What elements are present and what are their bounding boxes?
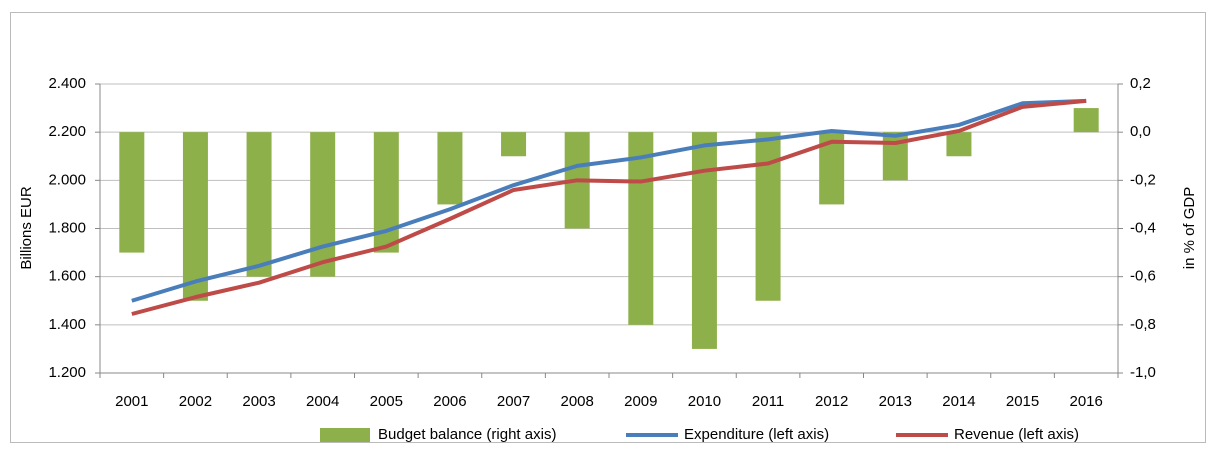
bar [946,132,972,157]
x-tick-label: 2008 [561,393,594,410]
x-tick-label: 2002 [179,393,212,410]
legend-label: Budget balance (right axis) [378,426,556,443]
x-tick-label: 2010 [688,393,721,410]
bar [501,132,527,157]
y2-tick-label: -0,2 [1130,171,1156,188]
x-tick-label: 2015 [1006,393,1039,410]
x-tick-label: 2005 [370,393,403,410]
y-tick-label: 2.200 [48,123,86,140]
chart-frame [10,12,1206,443]
bar [691,132,717,349]
x-tick-label: 2012 [815,393,848,410]
x-tick-label: 2014 [942,393,975,410]
legend-swatch [320,428,370,442]
bar [437,132,463,205]
bar [119,132,145,253]
x-tick-label: 2006 [433,393,466,410]
x-tick-label: 2016 [1070,393,1103,410]
y-tick-label: 1.200 [48,364,86,381]
x-tick-label: 2003 [242,393,275,410]
bar [628,132,654,325]
y2-tick-label: 0,0 [1130,123,1151,140]
bar [755,132,781,301]
y-tick-label: 1.800 [48,219,86,236]
x-tick-label: 2001 [115,393,148,410]
y2-tick-label: -0,8 [1130,316,1156,333]
x-tick-label: 2004 [306,393,339,410]
x-tick-label: 2009 [624,393,657,410]
y2-tick-label: -1,0 [1130,364,1156,381]
bar [182,132,208,301]
x-tick-label: 2007 [497,393,530,410]
y-tick-label: 1.600 [48,268,86,285]
y-axis-title: Billions EUR [18,186,35,270]
line [131,98,1087,316]
y-tick-label: 2.000 [48,171,86,188]
y-tick-label: 1.400 [48,316,86,333]
legend-label: Expenditure (left axis) [684,426,829,443]
y-tick-label: 2.400 [48,75,86,92]
y2-axis-title: in % of GDP [1181,187,1198,270]
legend-label: Revenue (left axis) [954,426,1079,443]
bar [310,132,336,277]
line [131,98,1087,303]
y2-tick-label: 0,2 [1130,75,1151,92]
bar [246,132,272,277]
y2-tick-label: -0,4 [1130,219,1156,236]
x-tick-label: 2013 [879,393,912,410]
bar [1073,108,1099,133]
y2-tick-label: -0,6 [1130,268,1156,285]
x-tick-label: 2011 [752,393,784,410]
